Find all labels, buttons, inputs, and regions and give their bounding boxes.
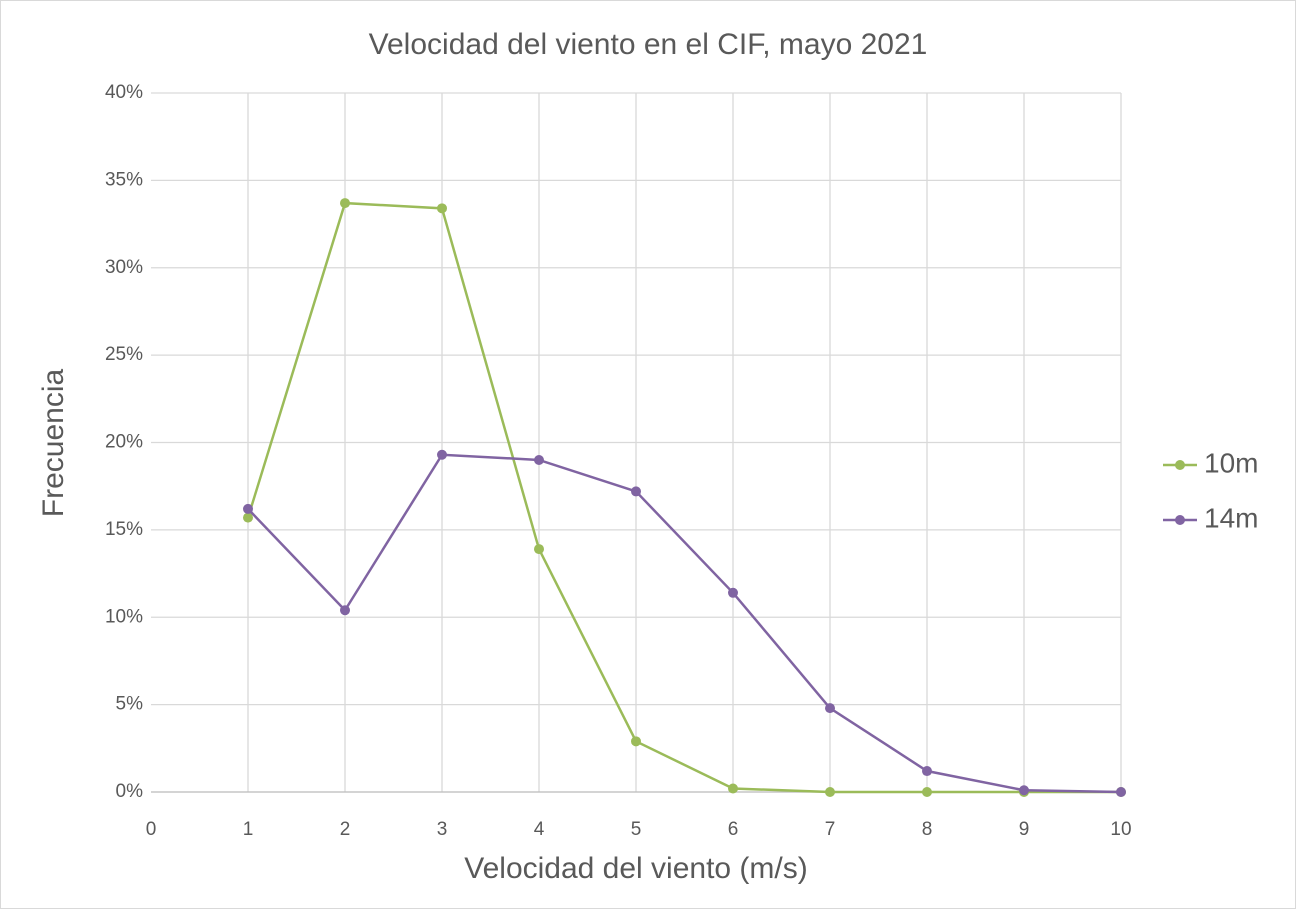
data-point [631, 736, 641, 747]
data-point [437, 203, 447, 214]
data-point [825, 787, 835, 797]
data-point [437, 449, 447, 460]
data-point [340, 198, 350, 209]
x-tick-label: 10 [1110, 819, 1131, 840]
data-point [1116, 787, 1126, 797]
y-axis-title: Frecuencia [37, 368, 70, 517]
x-tick-label: 3 [437, 819, 448, 840]
y-tick-label: 30% [105, 257, 143, 278]
data-point [1019, 785, 1029, 796]
data-point [631, 486, 641, 497]
data-point [922, 766, 932, 777]
y-tick-label: 40% [105, 82, 143, 103]
data-point [243, 512, 253, 523]
x-axis-title: Velocidad del viento (m/s) [464, 852, 808, 885]
y-tick-label: 0% [116, 781, 144, 802]
x-tick-label: 1 [243, 819, 254, 840]
series-line [246, 201, 1121, 794]
x-tick-label: 4 [534, 819, 545, 840]
y-tick-label: 10% [105, 606, 143, 627]
legend-label: 10m [1204, 447, 1258, 478]
data-point [728, 783, 738, 794]
data-point [922, 787, 932, 797]
data-point [243, 503, 253, 514]
y-tick-label: 5% [116, 694, 144, 715]
x-tick-label: 6 [728, 819, 739, 840]
data-point [728, 587, 738, 598]
x-tick-label: 8 [922, 819, 933, 840]
y-tick-label: 20% [105, 432, 143, 453]
x-tick-label: 0 [146, 819, 157, 840]
y-tick-label: 25% [105, 344, 143, 365]
x-tick-label: 7 [825, 819, 836, 840]
x-tick-label: 9 [1019, 819, 1030, 840]
data-point [534, 454, 544, 465]
x-tick-label: 5 [631, 819, 642, 840]
legend-marker [1175, 515, 1185, 525]
legend-marker [1175, 460, 1185, 470]
chart-title: Velocidad del viento en el CIF, mayo 202… [369, 28, 928, 61]
y-tick-label: 35% [105, 169, 143, 190]
series-line [247, 453, 1122, 794]
data-point [825, 703, 835, 714]
legend-label: 14m [1204, 502, 1258, 533]
x-tick-label: 2 [340, 819, 351, 840]
y-tick-label: 15% [105, 519, 143, 540]
data-point [340, 605, 350, 616]
data-point [534, 544, 544, 555]
